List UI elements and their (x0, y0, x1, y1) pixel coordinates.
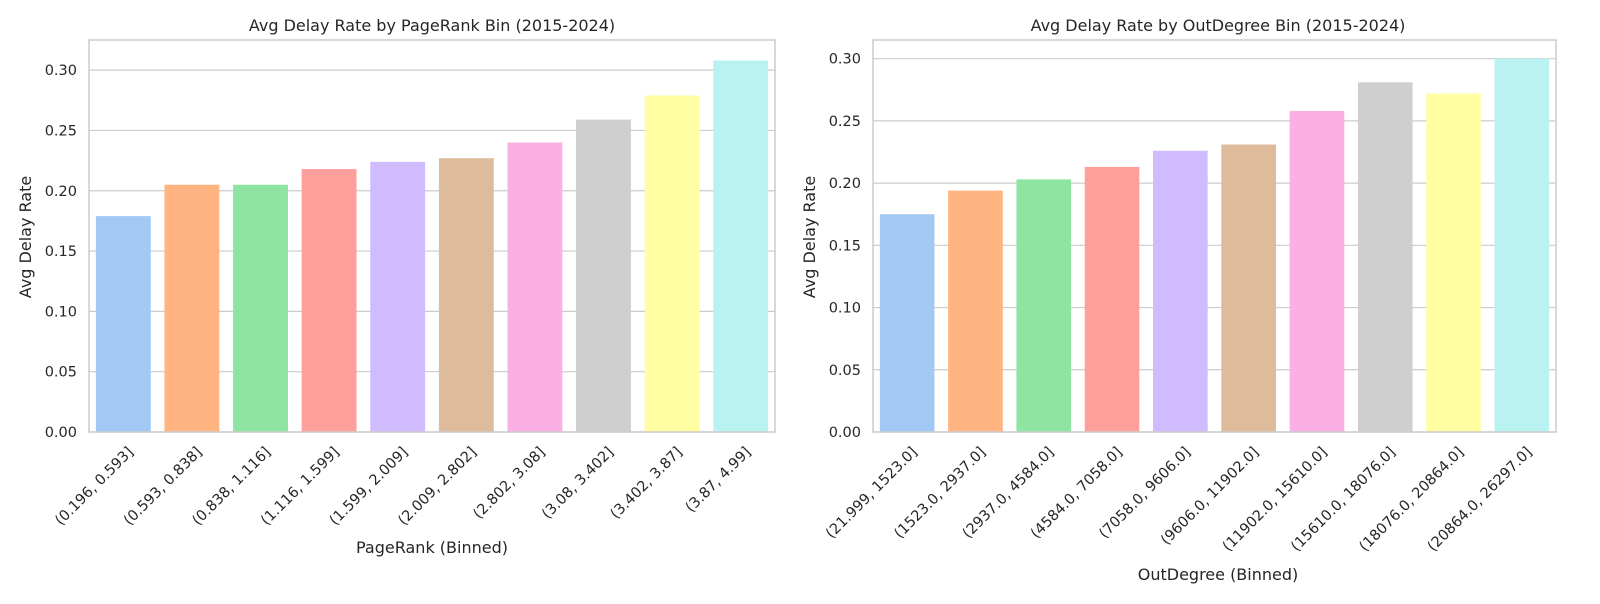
bar (370, 161, 426, 432)
bar (438, 158, 494, 433)
y-tick-label: 0.20 (45, 184, 77, 200)
bar (576, 119, 631, 433)
bar (1221, 144, 1276, 433)
chart-panel-pagerank: Avg Delay Rate by PageRank Bin (2015-202… (16, 16, 776, 557)
x-axis-label: PageRank (Binned) (356, 538, 508, 557)
y-axis-label: Avg Delay Rate (16, 176, 35, 298)
x-axis-label: OutDegree (Binned) (1138, 565, 1299, 584)
bar (95, 216, 151, 432)
y-tick-label: 0.25 (45, 123, 77, 139)
bar (879, 214, 935, 432)
y-tick-label: 0.30 (45, 63, 77, 79)
axes-frame (88, 39, 776, 433)
y-tick-label: 0.15 (45, 244, 77, 260)
y-tick-label: 0.00 (829, 425, 861, 441)
bar (507, 142, 563, 432)
bar (301, 169, 357, 432)
bar (1153, 150, 1208, 432)
x-tick-label: (2.802, 3.08] (470, 444, 548, 522)
y-tick-label: 0.05 (45, 365, 77, 381)
y-tick-label: 0.30 (829, 52, 861, 68)
x-tick-label: (3.87, 4.99] (683, 444, 754, 515)
bar (1016, 179, 1072, 432)
bar (1289, 110, 1345, 432)
y-tick-label: 0.10 (829, 301, 861, 317)
y-tick-label: 0.05 (829, 363, 861, 379)
bar (1494, 58, 1550, 433)
y-axis-label: Avg Delay Rate (800, 176, 819, 298)
y-tick-label: 0.15 (829, 238, 861, 254)
y-tick-label: 0.25 (829, 114, 861, 130)
x-tick-label: (3.402, 3.87] (608, 444, 686, 522)
bar (1426, 93, 1481, 432)
y-tick-label: 0.10 (45, 304, 77, 320)
bar (1357, 82, 1413, 433)
y-tick-label: 0.20 (829, 176, 861, 192)
bar (233, 184, 288, 432)
bar (644, 95, 700, 432)
axes-frame (872, 39, 1557, 433)
chart-title: Avg Delay Rate by PageRank Bin (2015-202… (249, 16, 615, 35)
chart-panel-outdegree: Avg Delay Rate by OutDegree Bin (2015-20… (800, 16, 1557, 584)
bar (713, 60, 769, 433)
chart-title: Avg Delay Rate by OutDegree Bin (2015-20… (1031, 16, 1406, 35)
bar (948, 190, 1003, 432)
y-tick-label: 0.00 (45, 425, 77, 441)
x-tick-label: (3.08, 3.402] (539, 444, 617, 522)
bar (164, 184, 220, 432)
bar (1084, 166, 1140, 432)
